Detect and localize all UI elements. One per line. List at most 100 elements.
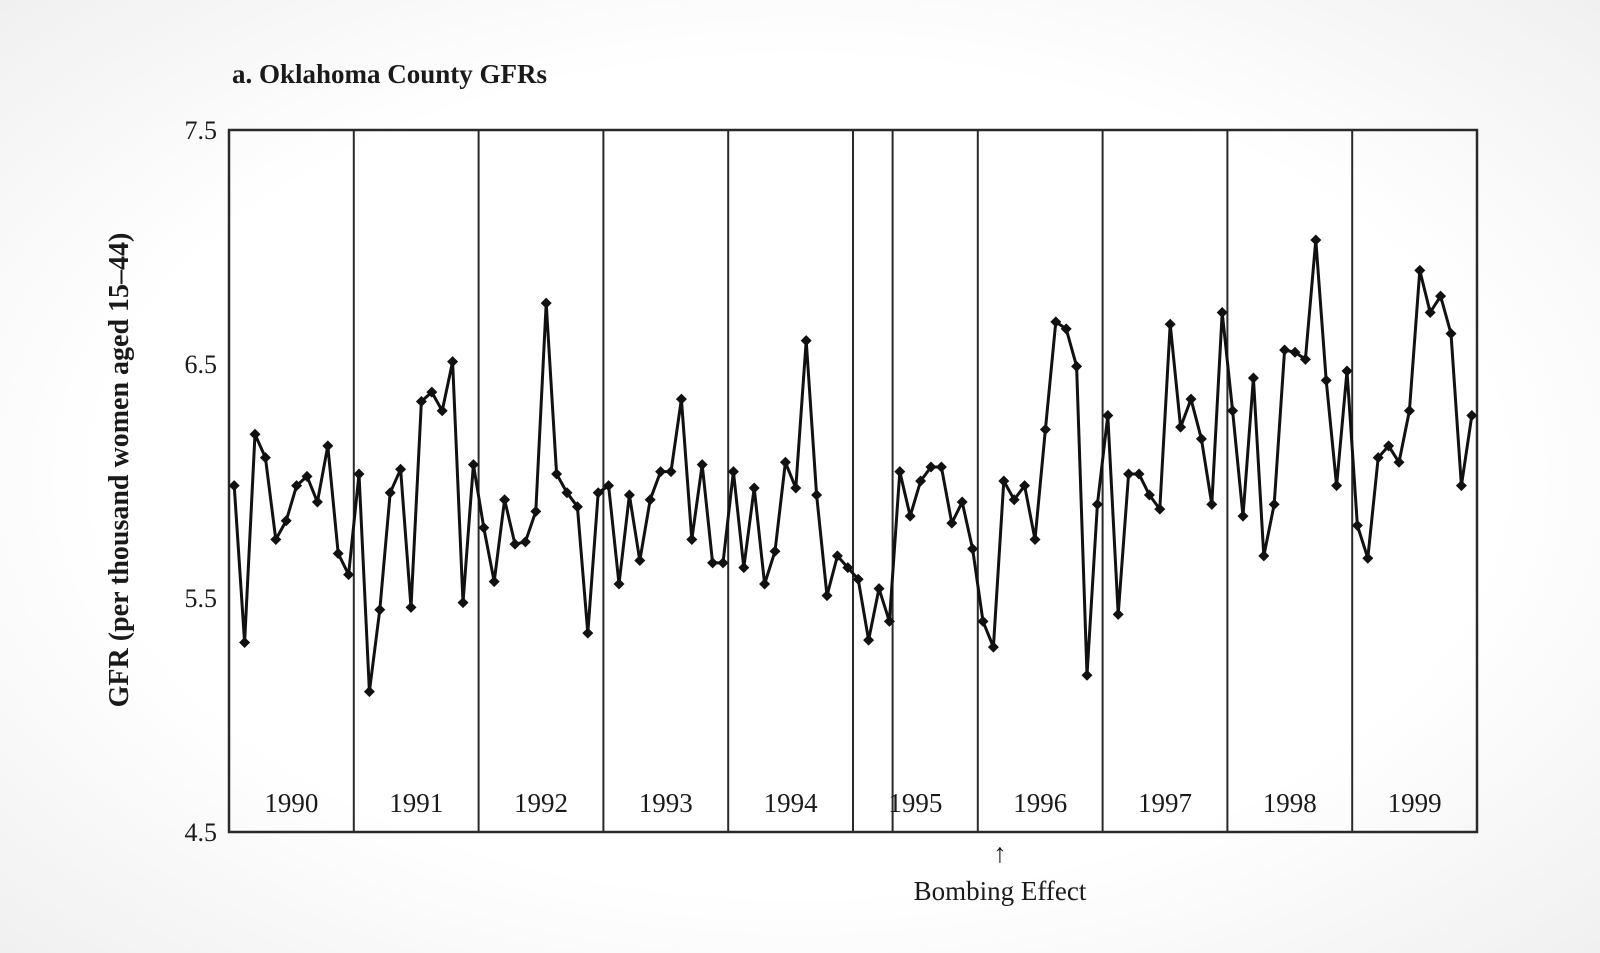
data-point [811, 489, 823, 501]
data-point [686, 534, 698, 545]
y-tick-labels: 4.5 5.5 6.5 7.5 [185, 116, 218, 847]
data-point [1414, 264, 1426, 276]
data-point [426, 386, 438, 398]
data-point [748, 482, 760, 494]
data-point [322, 440, 334, 452]
data-point [1279, 344, 1291, 356]
data-point [1216, 307, 1228, 319]
data-point [1289, 346, 1301, 358]
year-label: 1999 [1388, 788, 1442, 818]
data-point [519, 536, 531, 548]
data-point [249, 428, 261, 440]
data-point [1071, 360, 1083, 372]
annotation-arrow: ↑ [993, 838, 1007, 868]
data-point [1112, 608, 1124, 620]
data-point [998, 475, 1010, 487]
data-point [863, 634, 875, 646]
data-point [738, 562, 750, 574]
data-point [467, 459, 479, 471]
data-point [311, 496, 323, 508]
data-point [852, 573, 864, 585]
data-point [1466, 409, 1478, 421]
data-point [291, 480, 303, 492]
data-point [478, 522, 490, 534]
data-point [488, 576, 500, 588]
year-label: 1998 [1263, 788, 1317, 818]
annotation-label: Bombing Effect [914, 876, 1087, 906]
year-label: 1991 [389, 788, 443, 818]
year-label: 1995 [888, 788, 942, 818]
data-point [1247, 372, 1259, 384]
data-point [259, 452, 271, 464]
data-point [956, 496, 968, 508]
data-point [530, 505, 542, 517]
data-point [551, 468, 563, 480]
data-point [415, 395, 427, 407]
data-point [1227, 405, 1239, 417]
y-tick-label: 5.5 [185, 584, 218, 613]
data-point [592, 487, 604, 499]
data-point [946, 517, 958, 529]
data-point [374, 604, 386, 616]
data-point [1351, 519, 1363, 531]
data-point [935, 461, 947, 473]
data-point [1435, 290, 1447, 302]
data-point [915, 475, 927, 487]
data-point [1445, 328, 1457, 340]
data-point [301, 470, 313, 482]
year-label: 1993 [639, 788, 693, 818]
y-tick-label: 7.5 [185, 116, 218, 145]
data-point [707, 557, 719, 569]
data-point [904, 510, 916, 522]
year-label: 1994 [764, 788, 819, 818]
data-point [1133, 468, 1145, 480]
data-point [1310, 234, 1322, 246]
data-point [883, 615, 895, 627]
data-point [613, 578, 625, 590]
data-point [1060, 323, 1072, 335]
data-point [1424, 307, 1436, 319]
data-point [1039, 424, 1051, 436]
data-point [696, 459, 708, 471]
data-point [1320, 374, 1332, 386]
y-tick-label: 6.5 [185, 350, 218, 379]
data-point [1175, 421, 1187, 433]
chart-title: a. Oklahoma County GFRs [232, 59, 547, 89]
data-point [1341, 365, 1353, 377]
data-point [571, 501, 583, 513]
data-point [1154, 503, 1166, 515]
data-point [395, 463, 407, 475]
data-point [759, 578, 771, 590]
data-point [405, 601, 417, 613]
data-point [1206, 498, 1218, 510]
data-point [343, 569, 355, 581]
data-point [509, 538, 521, 550]
data-point [1029, 534, 1041, 545]
data-point [1393, 456, 1405, 468]
data-point [800, 335, 812, 347]
data-point [655, 466, 667, 478]
data-point [603, 480, 615, 492]
data-point [436, 405, 448, 417]
data-point [582, 627, 594, 639]
data-point [967, 543, 979, 555]
y-axis-label: GFR (per thousand women aged 15–44) [104, 233, 135, 708]
data-point [1383, 440, 1395, 452]
year-label: 1996 [1013, 788, 1067, 818]
data-point [1372, 452, 1384, 464]
data-point [1455, 480, 1467, 492]
data-point [727, 466, 739, 478]
data-point [977, 615, 989, 627]
data-point [1019, 480, 1031, 492]
data-point [228, 480, 240, 492]
data-point [363, 686, 375, 698]
data-point [717, 557, 729, 569]
data-point [769, 545, 781, 557]
data-point [447, 356, 459, 368]
data-point [779, 456, 791, 468]
data-point [1299, 353, 1311, 365]
data-point [1268, 498, 1280, 510]
data-point [675, 393, 687, 405]
